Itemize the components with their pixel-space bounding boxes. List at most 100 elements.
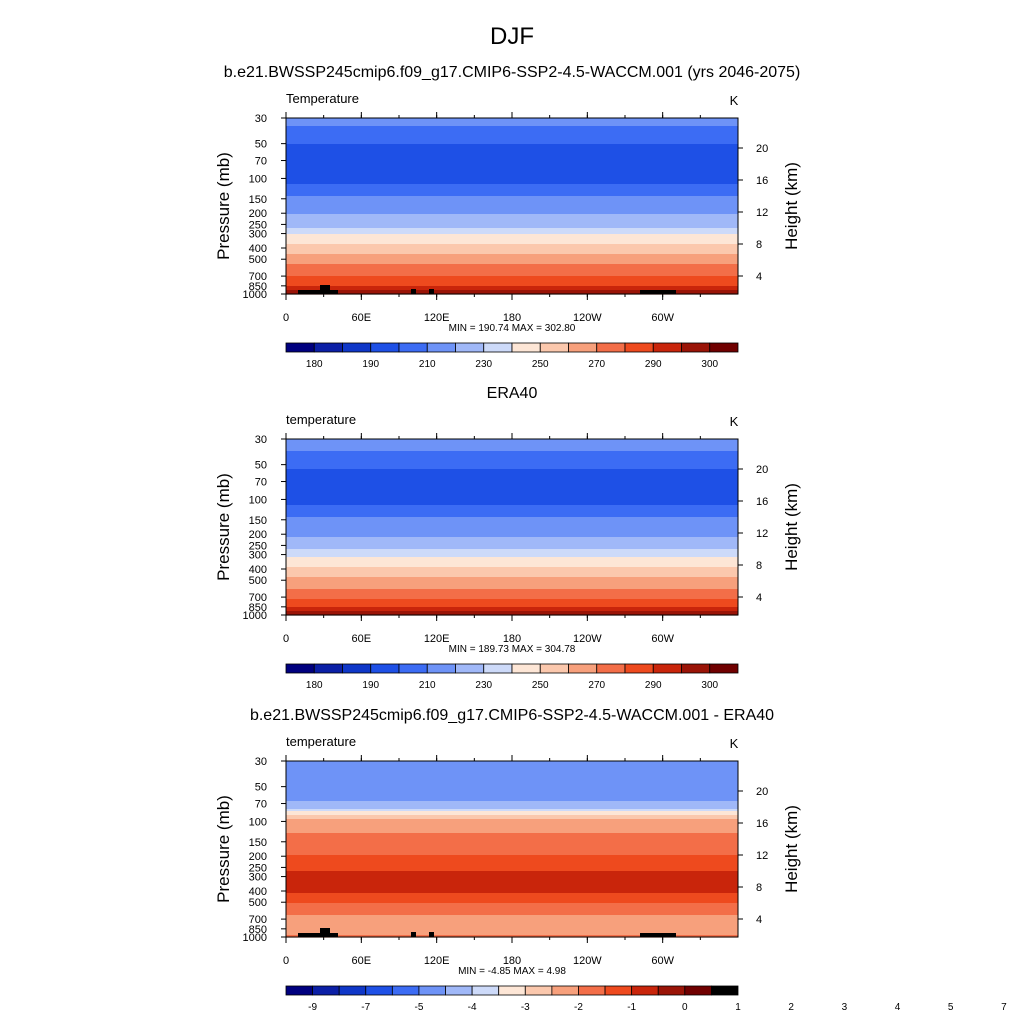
- heatmap-band: [286, 186, 738, 189]
- heatmap-band: [286, 897, 738, 900]
- heatmap-band: [286, 463, 738, 466]
- variable-label: temperature: [286, 412, 356, 427]
- pressure-tick-label: 200: [249, 851, 267, 863]
- pressure-tick-label: 100: [249, 173, 267, 185]
- colorbar-box: [684, 985, 712, 996]
- panel-title: b.e21.BWSSP245cmip6.f09_g17.CMIP6-SSP2-4…: [224, 64, 801, 81]
- heatmap-band: [286, 495, 738, 498]
- height-axis-title: Height (km): [782, 805, 801, 893]
- heatmap-band: [286, 813, 738, 816]
- heatmap-band: [286, 272, 738, 275]
- pressure-tick-label: 1000: [243, 610, 267, 622]
- heatmap-band: [286, 603, 738, 606]
- pressure-tick-label: 500: [249, 254, 267, 266]
- heatmap-band: [286, 142, 738, 145]
- heatmap-band: [286, 923, 738, 926]
- heatmap-band: [286, 573, 738, 576]
- colorbar-box: [624, 342, 654, 353]
- heatmap-band: [286, 497, 738, 500]
- heatmap-band: [286, 571, 738, 574]
- heatmap-band: [286, 222, 738, 225]
- heatmap-band: [286, 166, 738, 169]
- heatmap-band: [286, 929, 738, 932]
- pressure-tick-label: 250: [249, 540, 267, 552]
- colorbar-box: [631, 985, 659, 996]
- heatmap-band: [286, 160, 738, 163]
- heatmap-band: [286, 248, 738, 251]
- longitude-tick-label: 180: [503, 955, 521, 967]
- pressure-tick-label: 30: [255, 434, 267, 446]
- longitude-tick-label: 180: [503, 312, 521, 324]
- colorbar-box: [604, 985, 633, 996]
- topography-block: [640, 933, 676, 937]
- pressure-tick-label: 150: [249, 515, 267, 527]
- heatmap-band: [286, 609, 738, 612]
- heatmap-band: [286, 851, 738, 854]
- heatmap-band: [286, 158, 738, 161]
- heatmap-band: [286, 551, 738, 554]
- heatmap-band: [286, 889, 738, 892]
- colorbar-box: [596, 663, 626, 674]
- colorbar-box: [551, 985, 579, 996]
- heatmap-band: [286, 208, 738, 211]
- heatmap-band: [286, 198, 738, 201]
- heatmap-band: [286, 915, 738, 918]
- heatmap-band: [286, 787, 738, 790]
- heatmap-band: [286, 789, 738, 792]
- heatmap-band: [286, 441, 738, 444]
- pressure-tick-label: 150: [249, 837, 267, 849]
- heatmap-band: [286, 819, 738, 822]
- heatmap-band: [286, 785, 738, 788]
- units-label: K: [730, 736, 739, 751]
- colorbar-box: [524, 985, 553, 996]
- heatmap-band: [286, 120, 738, 123]
- heatmap-band: [286, 831, 738, 834]
- longitude-tick-label: 60E: [352, 955, 372, 967]
- colorbar-box: [652, 342, 682, 353]
- heatmap-band: [286, 523, 738, 526]
- heatmap-band: [286, 913, 738, 916]
- heatmap-band: [286, 531, 738, 534]
- heatmap-band: [286, 783, 738, 786]
- pressure-tick-label: 70: [255, 156, 267, 168]
- heatmap-band: [286, 589, 738, 592]
- pressure-axis-title: Pressure (mb): [214, 152, 233, 260]
- heatmap-band: [286, 451, 738, 454]
- heatmap-band: [286, 867, 738, 870]
- height-tick-label: 16: [756, 175, 768, 187]
- min-max-stats: MIN = 189.73 MAX = 304.78: [449, 644, 576, 655]
- colorbar-box: [285, 342, 315, 353]
- pressure-tick-label: 100: [249, 494, 267, 506]
- heatmap-band: [286, 148, 738, 151]
- pressure-tick-label: 700: [249, 914, 267, 926]
- heatmap-band: [286, 242, 738, 245]
- heatmap-band: [286, 529, 738, 532]
- heatmap-band: [286, 138, 738, 141]
- heatmap-band: [286, 605, 738, 608]
- heatmap-band: [286, 567, 738, 570]
- heatmap-band: [286, 274, 738, 277]
- heatmap-band: [286, 493, 738, 496]
- heatmap-band: [286, 835, 738, 838]
- heatmap-band: [286, 771, 738, 774]
- heatmap-band: [286, 511, 738, 514]
- heatmap-band: [286, 184, 738, 187]
- colorbar-tick-label: 2: [788, 1002, 794, 1013]
- colorbar-box: [471, 985, 500, 996]
- pressure-tick-label: 300: [249, 229, 267, 241]
- heatmap-band: [286, 475, 738, 478]
- heatmap-band: [286, 128, 738, 131]
- heatmap-band: [286, 543, 738, 546]
- heatmap-band: [286, 845, 738, 848]
- heatmap-band: [286, 899, 738, 902]
- height-axis-title: Height (km): [782, 483, 801, 571]
- heatmap-band: [286, 873, 738, 876]
- heatmap-band: [286, 853, 738, 856]
- colorbar-tick-label: -2: [574, 1002, 583, 1013]
- heatmap-band: [286, 140, 738, 143]
- heatmap-band: [286, 857, 738, 860]
- heatmap-band: [286, 833, 738, 836]
